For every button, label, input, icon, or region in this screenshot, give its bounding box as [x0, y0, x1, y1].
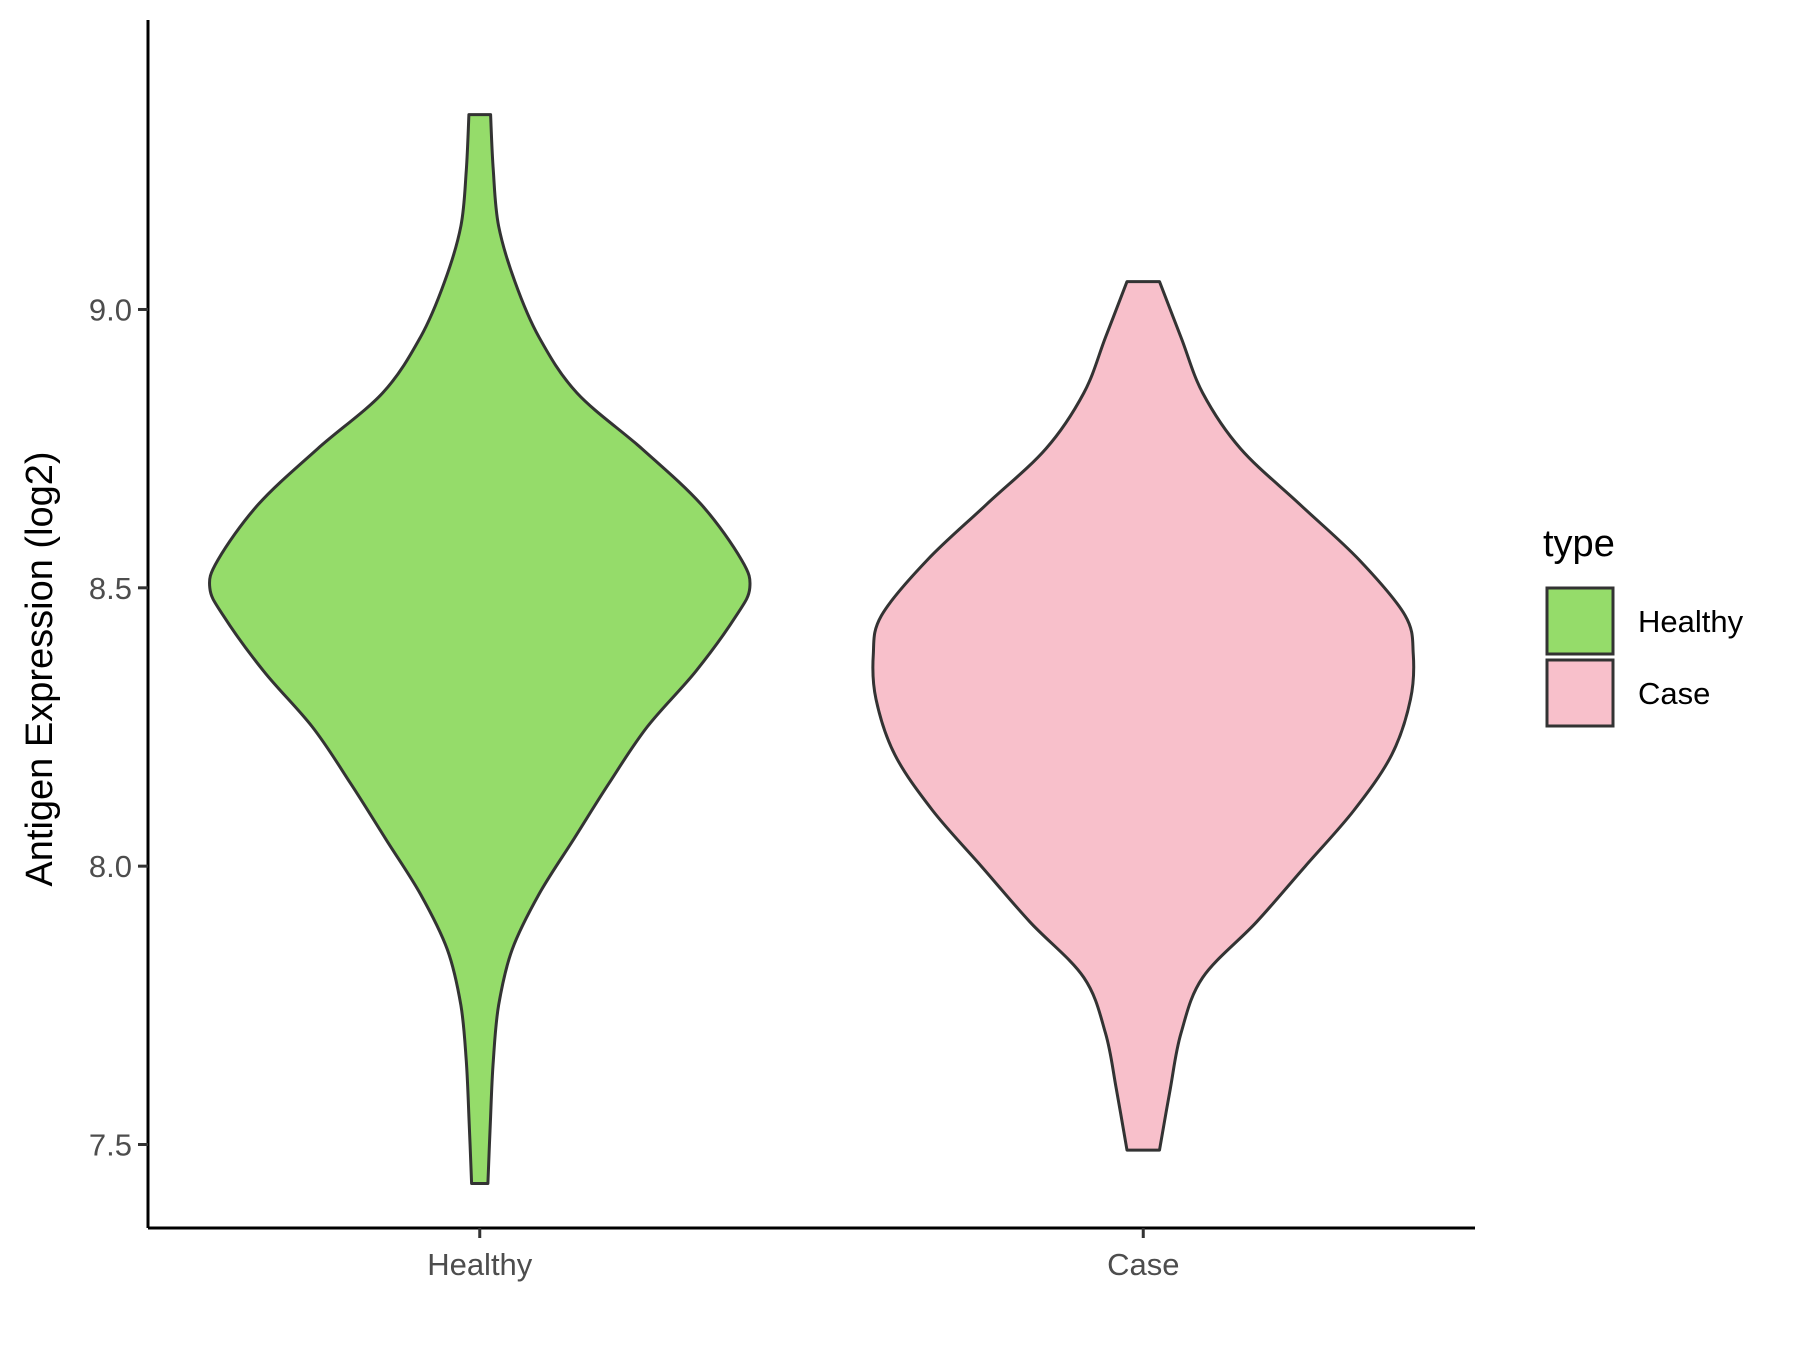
- legend-label-case: Case: [1638, 676, 1710, 711]
- legend-title: type: [1543, 523, 1615, 565]
- violin-healthy: [208, 113, 752, 1185]
- violin-case: [871, 280, 1416, 1152]
- y-tick-label: 9.0: [89, 292, 132, 327]
- violin-layer: [208, 113, 1416, 1185]
- x-tick-label: Healthy: [427, 1247, 533, 1282]
- x-tick-label: Case: [1107, 1247, 1179, 1282]
- axes-layer: 7.5 8.0 8.5 9.0 Healthy Case Antigen Expressio…: [19, 20, 1475, 1282]
- legend-swatch-case: [1545, 658, 1615, 728]
- legend-label-healthy: Healthy: [1638, 604, 1744, 639]
- legend-swatch-healthy: [1545, 586, 1615, 656]
- legend: type Healthy Case: [1543, 523, 1744, 728]
- y-tick-label: 8.0: [89, 849, 132, 884]
- y-axis-title: Antigen Expression (log2): [19, 451, 61, 886]
- y-tick-label: 8.5: [89, 571, 132, 606]
- y-tick-label: 7.5: [89, 1127, 132, 1162]
